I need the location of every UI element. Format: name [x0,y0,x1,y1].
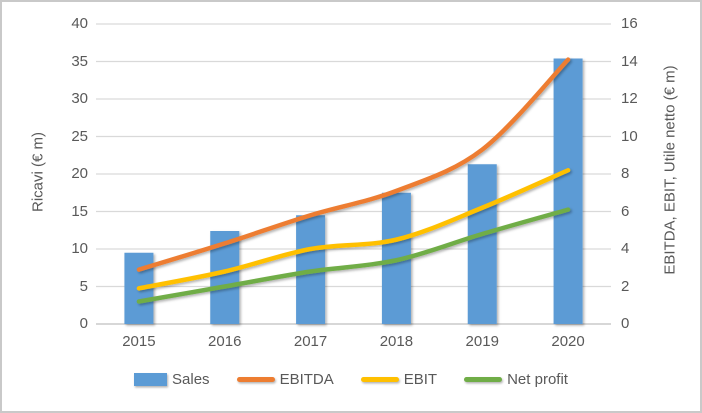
x-axis-label-2015: 2015 [122,333,156,350]
x-axis-label-2019: 2019 [465,333,499,350]
legend-label: Net profit [507,370,568,388]
right-axis-tick-label: 0 [621,315,630,332]
x-axis-label-2017: 2017 [293,333,328,350]
legend-swatch-net-profit [464,376,503,382]
right-axis-tick-label: 6 [621,202,630,220]
legend-swatch-ebit [360,376,399,382]
bar-sales-2020 [553,58,583,324]
right-axis-tick-label: 2 [621,277,630,295]
legend-swatch-ebitda [236,376,275,382]
x-axis-label-2020: 2020 [551,333,585,350]
legend-label: EBITDA [279,370,334,388]
right-axis-tick-label: 14 [621,52,638,70]
line-ebitda [136,57,571,272]
line-ebit [136,168,571,291]
legend-label: EBIT [403,370,438,388]
legend-item-ebitda: EBITDA [236,370,334,388]
left-axis-tick-label: 40 [71,15,88,32]
legend-swatch-sales [134,372,168,386]
x-axis-label-2016: 2016 [208,333,242,350]
right-axis-tick-label: 10 [621,127,638,145]
legend-item-net-profit: Net profit [464,371,568,388]
right-axis-tick-label: 8 [621,165,630,182]
legend-item-ebit: EBIT [360,370,438,388]
left-axis-tick-label: 35 [71,52,88,70]
chart-legend: Sales EBITDA EBIT Net profit [2,366,700,392]
left-axis-tick-label: 5 [79,277,88,295]
left-axis-tick-label: 25 [71,127,88,145]
left-axis-tick-label: 15 [71,202,88,220]
legend-label: Sales [172,370,210,388]
left-axis-tick-label: 0 [79,315,88,332]
left-axis-tick-label: 10 [71,240,88,257]
right-axis-tick-label: 12 [621,90,638,107]
x-axis-label-2018: 2018 [379,333,414,350]
right-axis-tick-label: 16 [621,15,638,32]
left-axis-tick-label: 30 [71,90,88,107]
left-axis-title: Ricavi (€ m) [29,131,47,213]
legend-item-sales: Sales [134,371,210,388]
line-net-profit [136,207,571,304]
left-axis-tick-label: 20 [71,165,88,182]
right-axis-tick-label: 4 [621,240,630,257]
bar-sales-2019 [467,164,497,324]
